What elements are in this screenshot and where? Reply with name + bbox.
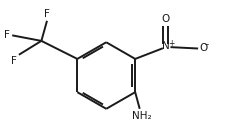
Text: F: F xyxy=(44,9,50,19)
Text: N: N xyxy=(161,41,169,51)
Text: NH₂: NH₂ xyxy=(132,111,151,121)
Text: F: F xyxy=(4,30,10,40)
Text: F: F xyxy=(11,56,17,66)
Text: O: O xyxy=(161,14,169,24)
Text: O: O xyxy=(198,43,207,53)
Text: –: – xyxy=(204,41,208,50)
Text: +: + xyxy=(168,39,174,48)
